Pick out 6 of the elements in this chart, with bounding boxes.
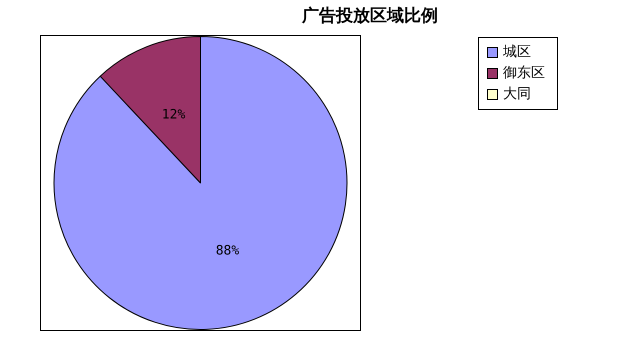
legend-label: 城区 bbox=[503, 43, 531, 62]
chart-title: 广告投放区域比例 bbox=[300, 5, 439, 27]
data-label: 12% bbox=[162, 107, 186, 122]
legend-label: 大同 bbox=[503, 85, 531, 104]
data-label: 88% bbox=[216, 243, 240, 258]
legend-label: 御东区 bbox=[503, 64, 545, 83]
